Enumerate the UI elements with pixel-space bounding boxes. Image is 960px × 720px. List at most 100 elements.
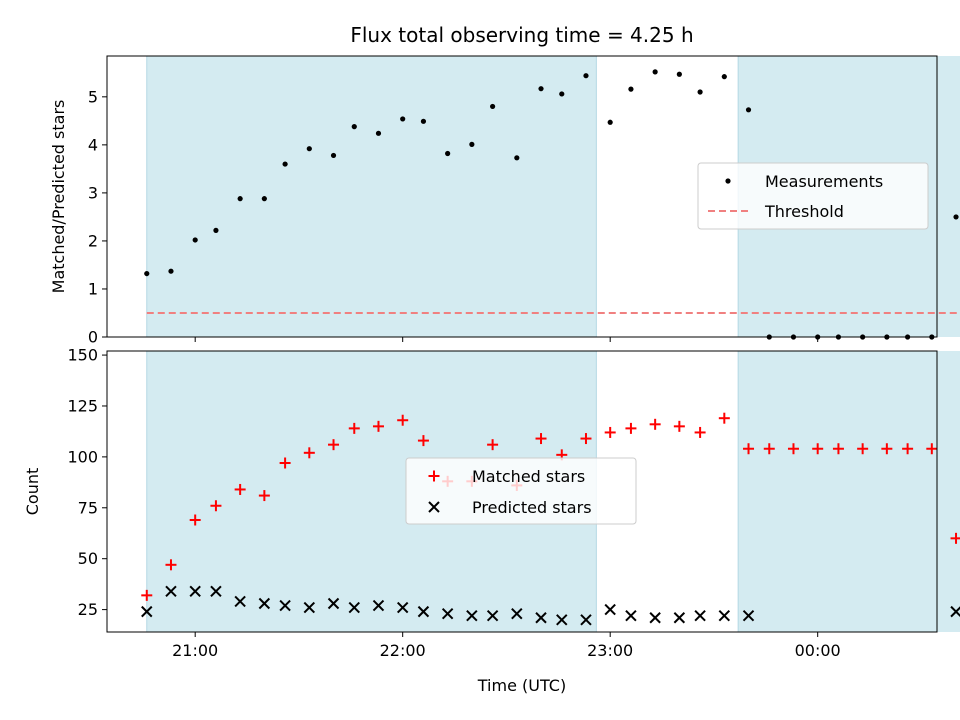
measurement-point [420,118,427,124]
legend-predicted-marker [428,501,440,513]
matched-point [234,483,246,495]
predicted-point [303,601,316,614]
predicted-point [535,612,547,624]
predicted-point [649,612,661,624]
measurement-point [192,237,198,243]
measurement-point [375,130,382,136]
measurement-point [697,89,703,95]
predicted-point [604,603,616,616]
matched-point [604,426,616,438]
x-tick-label: 23:00 [587,641,633,660]
measurement-point [261,196,267,202]
matched-point [417,435,429,447]
measurements-series [144,69,959,340]
matched-point [189,514,201,526]
y-tick-label: 100 [67,447,98,466]
matched-point [625,422,637,434]
predicted-point [950,605,960,618]
matched-point [210,500,222,512]
measurement-point [514,155,520,161]
predicted-point [279,599,291,612]
measurement-point [213,227,219,233]
top-x-ticks [194,337,819,342]
matched-point [718,412,730,424]
matched-point [165,559,177,571]
predicted-point [258,597,271,610]
matched-point [694,426,706,438]
y-tick-label: 50 [78,549,98,568]
legend-threshold-label: Threshold [764,202,844,221]
legend-measurements-label: Measurements [765,172,883,191]
top-legend: Measurements Threshold [697,162,929,230]
measurement-point [745,107,752,113]
shaded-interval-1 [738,351,960,632]
measurement-point [490,103,496,110]
matched-point [141,589,153,601]
matched-point [926,443,938,455]
measurement-point [652,69,658,75]
predicted-point [372,599,385,612]
predicted-point [511,607,523,620]
matched-point [535,433,547,445]
matched-point [279,457,291,469]
top-y-ticks: 0 1 2 3 4 5 [88,87,107,347]
legend-plus-glyph [428,470,440,482]
top-axes-frame [106,55,938,338]
measurement-point [330,152,337,159]
measurement-point [351,124,357,130]
bottom-legend-box [405,457,637,525]
matched-point [857,443,869,455]
measurement-point [400,116,406,122]
x-axis-label: Time (UTC) [477,676,566,695]
predicted-point [327,597,340,610]
predicted-point [625,610,637,622]
measurement-point [538,86,544,92]
legend-x-glyph [428,501,440,513]
matched-point [743,443,755,455]
measurement-point [721,74,727,80]
x-tick-label: 22:00 [380,641,426,660]
y-tick-label: 0 [88,328,98,347]
legend-predicted-label: Predicted stars [472,498,592,517]
matched-point [649,418,661,430]
matched-point [832,443,844,455]
predicted-point [234,595,246,608]
matched-point [787,443,799,455]
measurement-point [953,214,959,220]
y-tick-label: 4 [88,135,98,154]
bottom-y-axis-label: Count [23,468,42,516]
matched-point [812,443,824,455]
predicted-point [417,605,430,618]
y-tick-label: 75 [78,498,98,517]
matched-point [303,447,315,459]
predicted-point [466,610,478,622]
measurement-point [445,150,451,157]
legend-measurements-marker [725,178,731,184]
predicted-point [348,601,360,614]
bottom-y-ticks: 25 50 75 100 125 150 [67,346,107,619]
measurement-point [583,73,589,79]
matched-point [580,433,592,445]
predicted-point [189,585,201,597]
top-y-axis-label: Matched/Predicted stars [49,100,68,294]
predicted-point [718,610,731,622]
predicted-point [441,607,454,620]
matched-point [763,443,775,455]
y-tick-label: 1 [88,279,98,298]
bottom-axes-frame [106,350,938,633]
x-tick-label: 21:00 [172,641,218,660]
y-tick-label: 5 [88,87,98,106]
y-tick-label: 150 [67,346,98,365]
matched-point [487,439,499,451]
measurement-point [144,270,150,277]
predicted-point [210,585,222,597]
predicted-point [556,614,568,626]
y-tick-label: 3 [88,183,98,202]
predicted-point [165,585,177,597]
matched-point [372,420,384,432]
measurement-point [237,196,243,202]
measurement-point [306,146,312,152]
